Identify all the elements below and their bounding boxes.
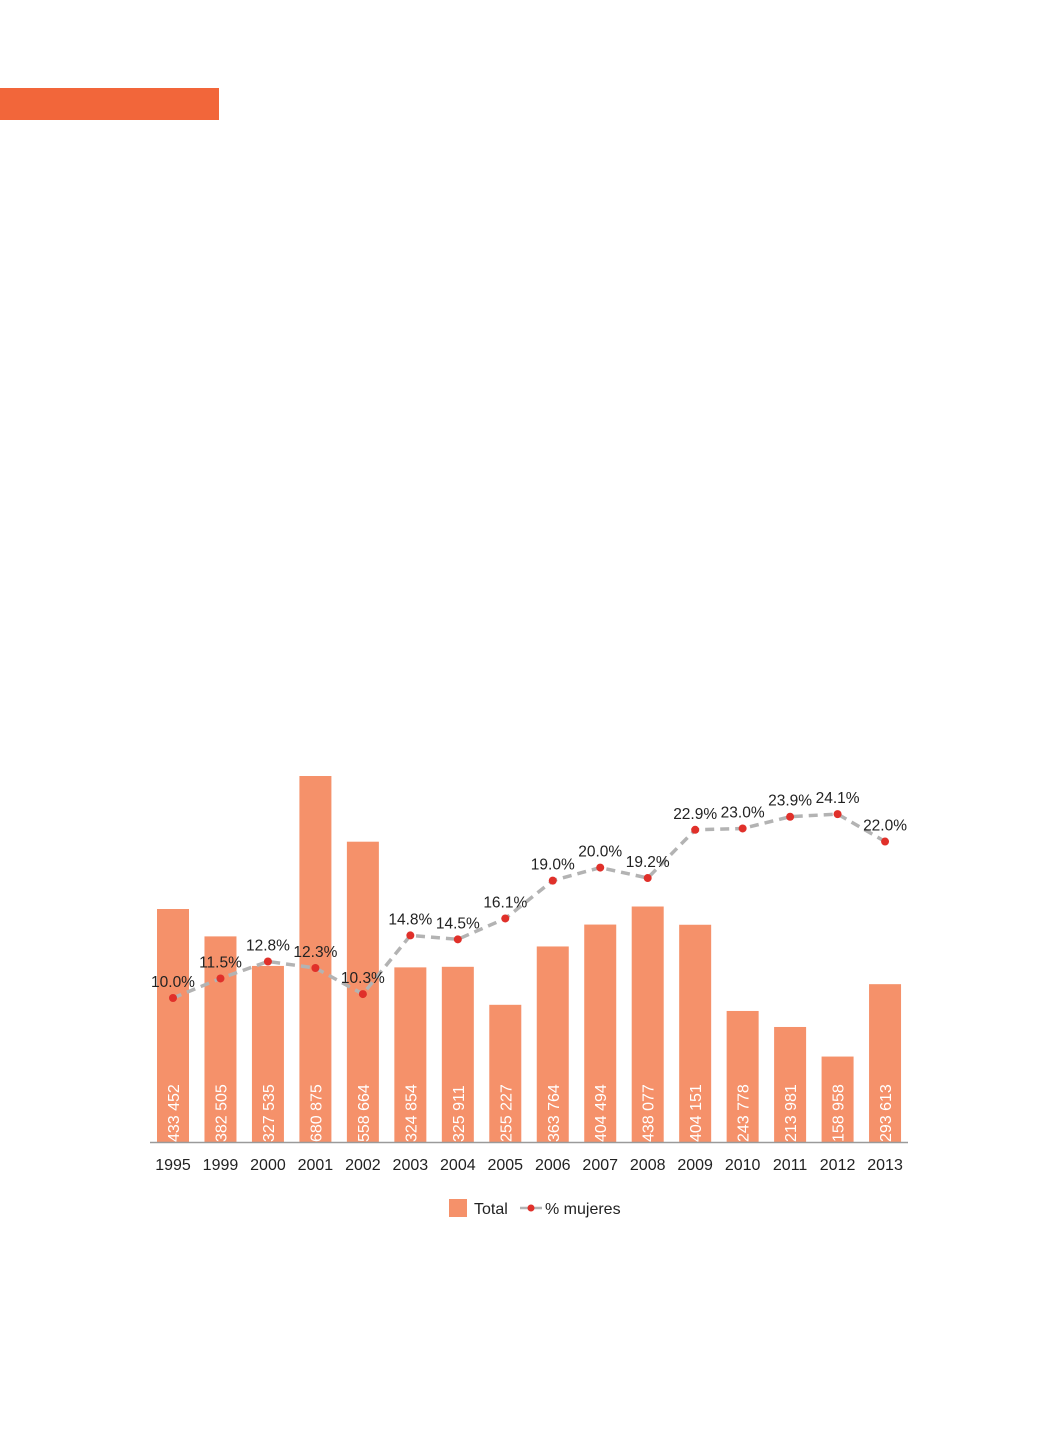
bar-value-label: 438 077 [641,1084,658,1142]
bar-value-label: 158 958 [831,1084,848,1142]
bars-layer: 433 452 382 505 327 535 680 875 558 664 324 8… [157,776,902,1142]
percent-women-label: 19.2% [626,854,670,871]
bar-value-label: 243 778 [736,1084,753,1142]
percent-women-point [738,824,747,833]
bar [679,924,712,1142]
bar [394,967,427,1142]
bar [157,909,189,1142]
bar [251,965,284,1142]
percent-women-point [501,914,510,923]
percent-women-label: 14.5% [436,915,480,932]
x-tick-label: 2013 [867,1157,903,1174]
percent-women-point [453,935,462,944]
bar-value-label: 363 764 [546,1084,563,1142]
legend-point-marker [527,1204,535,1212]
percent-women-point [406,931,415,940]
bar [489,1004,522,1142]
bar-value-label: 404 151 [688,1084,705,1142]
x-tick-label: 2005 [487,1157,523,1174]
x-tick-label: 2001 [298,1157,334,1174]
percent-women-point [833,810,842,819]
bar-value-label: 404 494 [593,1084,610,1142]
percent-women-point [263,957,272,966]
percent-women-label: 11.5% [199,954,242,971]
x-tick-label: 2011 [773,1157,808,1174]
percent-women-label: 23.9% [768,793,812,810]
x-tick-label: 2007 [582,1157,618,1174]
percent-women-line [172,812,886,1000]
x-tick-label: 2002 [345,1157,381,1174]
accent-header-bar [0,88,219,120]
bar [774,1026,807,1142]
percent-women-label: 19.0% [531,857,575,874]
bar [726,1010,759,1142]
bar-value-label: 213 981 [783,1084,800,1142]
percent-women-point [548,876,557,885]
percent-women-point [596,863,605,872]
percent-women-point [786,812,795,821]
bar [536,946,569,1142]
x-tick-label: 2006 [535,1157,571,1174]
bar-value-label: 324 854 [403,1084,420,1142]
percent-women-point [311,964,320,973]
points-layer [169,810,890,1002]
percent-women-label: 20.0% [578,844,622,861]
percent-women-label: 10.3% [341,970,385,987]
x-tick-label: 2000 [250,1157,286,1174]
bar [299,776,332,1142]
x-tick-label: 2009 [677,1157,713,1174]
x-tick-label: 2008 [630,1157,666,1174]
percent-women-label: 16.1% [483,894,527,911]
percent-women-point [881,837,890,846]
percent-women-label: 22.9% [673,806,717,823]
bar [821,1056,854,1142]
legend-label-total: Total [474,1201,508,1218]
x-tick-label: 2003 [393,1157,429,1174]
percent-women-label: 12.8% [246,937,290,954]
bar-value-label: 293 613 [878,1084,895,1142]
x-tick-label: 2012 [820,1157,856,1174]
legend: Total % mujeres [449,1199,621,1218]
bar-value-label: 558 664 [356,1084,373,1142]
bar-value-label: 382 505 [213,1084,230,1142]
x-tick-label: 1995 [155,1157,191,1174]
x-tick-label: 1999 [203,1157,239,1174]
x-tick-labels: 1995 1999 2000 2001 2002 2003 2004 2005 2006 2007… [155,1157,903,1174]
percent-women-label: 10.0% [151,974,195,991]
percent-women-point [643,874,652,883]
percent-women-point [169,994,177,1002]
bar-value-label: 433 452 [166,1084,183,1142]
bar [869,984,902,1142]
percent-women-point [691,825,700,834]
line-layer [172,812,886,1000]
x-tick-label: 2010 [725,1157,761,1174]
legend-swatch-total [449,1199,467,1217]
bar-value-label: 327 535 [261,1084,278,1142]
bar-value-label: 680 875 [308,1084,325,1142]
percent-women-point [358,990,367,999]
bar [204,936,237,1142]
percent-women-label: 12.3% [293,944,337,961]
percent-women-label: 24.1% [816,790,860,807]
bar [631,906,664,1142]
percent-women-label: 22.0% [863,818,907,835]
legend-label-percent-women: % mujeres [545,1201,621,1218]
bar [441,966,474,1142]
percent-women-label: 14.8% [388,911,432,928]
percent-women-label: 23.0% [721,804,765,821]
x-tick-label: 2004 [440,1157,476,1174]
bar [584,924,617,1142]
bar-value-label: 255 227 [498,1084,515,1142]
percent-labels-layer: 10.0%11.5%12.8% 12.3%10.3% 14.8% 14.5%16.1%… [151,790,907,991]
percent-women-point [216,974,225,983]
bar-value-label: 325 911 [451,1085,468,1142]
